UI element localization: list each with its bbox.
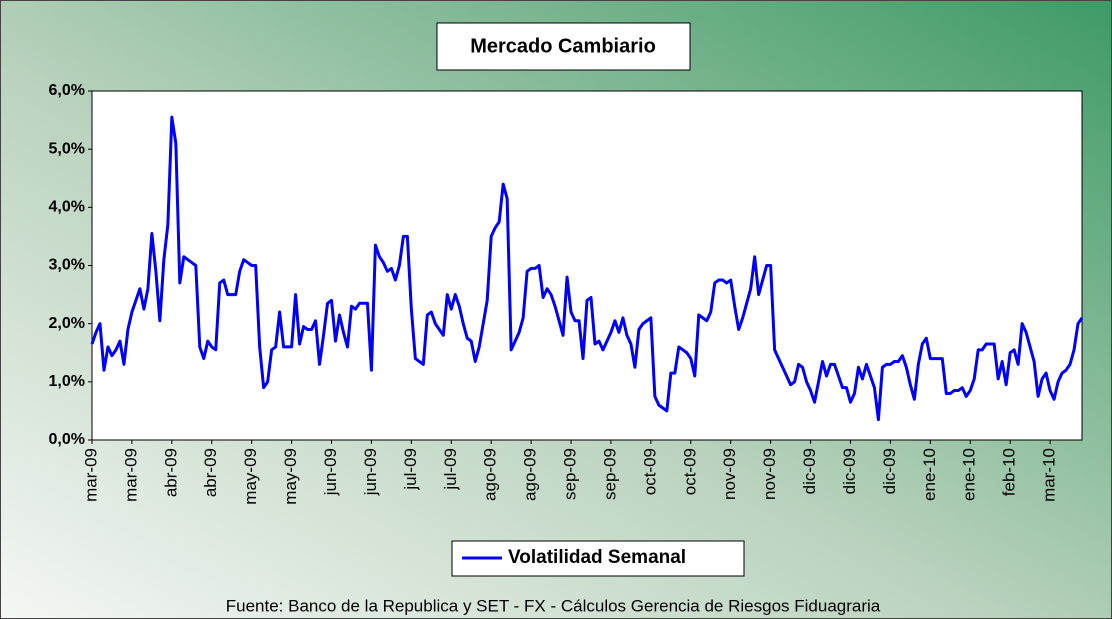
x-tick-label: mar-09 xyxy=(81,448,100,502)
x-tick-label: may-09 xyxy=(281,448,300,505)
x-tick-label: sep-09 xyxy=(600,448,619,500)
y-tick-label: 0,0% xyxy=(49,431,85,448)
x-tick-label: nov-09 xyxy=(760,448,779,500)
y-tick-label: 3,0% xyxy=(49,257,85,274)
y-tick-label: 5,0% xyxy=(49,140,85,157)
x-tick-label: jun-09 xyxy=(361,448,380,496)
x-tick-label: may-09 xyxy=(241,448,260,505)
y-tick-label: 2,0% xyxy=(49,315,85,332)
x-tick-label: nov-09 xyxy=(720,448,739,500)
x-tick-label: dic-09 xyxy=(800,448,819,494)
y-tick-label: 4,0% xyxy=(49,199,85,216)
x-tick-label: sep-09 xyxy=(561,448,580,500)
x-tick-label: jun-09 xyxy=(321,448,340,496)
x-tick-label: ago-09 xyxy=(521,448,540,501)
x-tick-label: abr-09 xyxy=(161,448,180,497)
x-tick-label: dic-09 xyxy=(880,448,899,494)
legend-label: Volatilidad Semanal xyxy=(508,547,686,568)
y-tick-label: 1,0% xyxy=(49,373,85,390)
x-tick-label: jul-09 xyxy=(441,448,460,491)
title-box xyxy=(436,22,691,71)
chart-title: Mercado Cambiario xyxy=(470,35,656,57)
footer: Fuente: Banco de la Republica y SET - FX… xyxy=(226,596,881,615)
x-tick-label: ene-10 xyxy=(920,448,939,501)
x-tick-label: feb-10 xyxy=(1000,448,1019,496)
x-tick-label: abr-09 xyxy=(201,448,220,497)
x-tick-label: mar-10 xyxy=(1040,448,1059,502)
x-tick-label: mar-09 xyxy=(121,448,140,502)
x-tick-label: oct-09 xyxy=(640,448,659,495)
x-tick-label: ene-10 xyxy=(960,448,979,501)
x-tick-label: oct-09 xyxy=(680,448,699,495)
x-tick-label: dic-09 xyxy=(840,448,859,494)
legend: Volatilidad Semanal xyxy=(451,540,745,577)
series-line xyxy=(90,115,1084,422)
x-tick-label: jul-09 xyxy=(401,448,420,491)
y-tick-label: 6,0% xyxy=(49,82,85,99)
x-tick-label: ago-09 xyxy=(481,448,500,501)
